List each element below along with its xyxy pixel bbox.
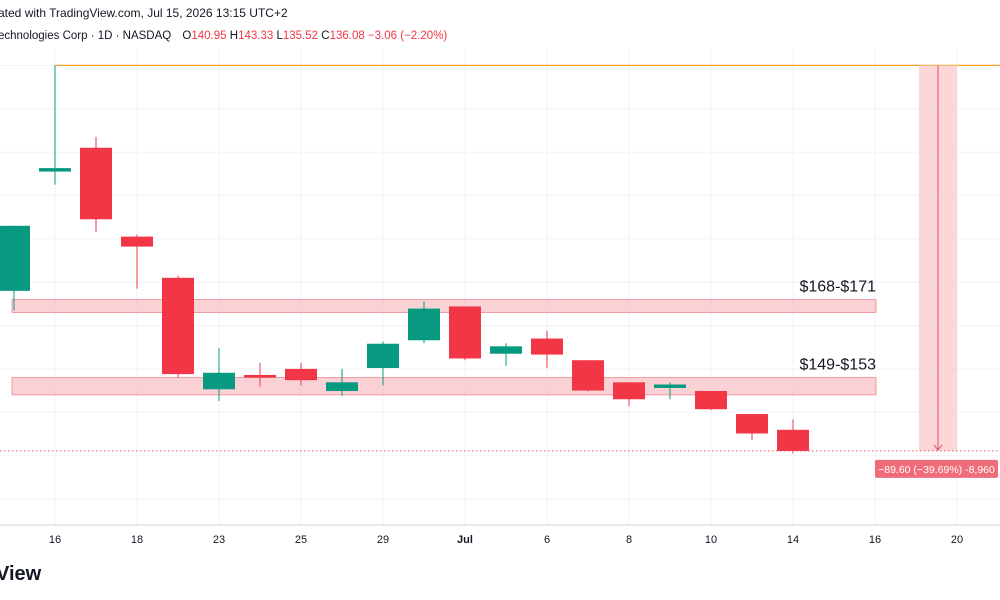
measure-label-text: −89.60 (−39.69%) ‑8,960	[878, 464, 995, 476]
x-tick-label: 29	[377, 534, 389, 546]
candle-body	[367, 343, 399, 369]
x-tick-label: 16	[49, 534, 61, 546]
low-label: L	[276, 30, 283, 42]
candles	[0, 65, 809, 454]
candle	[162, 275, 194, 378]
candle-body	[531, 338, 563, 355]
candle	[121, 234, 153, 289]
candle	[80, 136, 112, 233]
candle	[285, 362, 317, 386]
zone-label-1: $168-$171	[799, 279, 876, 296]
candle-body	[244, 374, 276, 378]
candle-body	[490, 346, 522, 354]
candle	[39, 65, 71, 185]
change-value: −3.06 (−2.20%)	[367, 30, 448, 42]
candle-body	[80, 147, 112, 220]
open-label: O	[182, 30, 192, 42]
candle	[613, 382, 645, 407]
x-tick-label: 25	[295, 534, 307, 546]
candle	[654, 382, 686, 400]
high-value: 143.33	[238, 30, 274, 42]
candle	[244, 362, 276, 387]
low-value: 135.52	[282, 30, 319, 42]
candle	[367, 341, 399, 386]
support-zone-1	[11, 299, 877, 313]
x-axis: 16 18 23 25 29 Jul 6 8 10 14 16 20	[49, 534, 963, 546]
candle	[326, 368, 358, 396]
candle	[695, 391, 727, 411]
tradingview-logo: View	[0, 563, 42, 585]
candle-body	[408, 308, 440, 341]
candle-body	[654, 384, 686, 388]
chart-attribution: ated with TradingView.com, Jul 15, 2026 …	[0, 6, 288, 20]
measure-tool[interactable]: −89.60 (−39.69%) ‑8,960	[0, 64, 1000, 478]
candle-body	[326, 382, 358, 392]
candle-body	[449, 306, 481, 359]
support-zones: $168-$171 $149-$153	[11, 279, 877, 396]
x-tick-label: 23	[213, 534, 225, 546]
candle-body	[777, 429, 809, 451]
x-tick-label: 8	[626, 534, 632, 546]
candle-body	[203, 372, 235, 390]
x-tick-label: 6	[544, 534, 550, 546]
candle	[490, 343, 522, 366]
symbol-name: echnologies Corp · 1D · NASDAQ	[0, 30, 172, 42]
open-value: 140.95	[191, 30, 227, 42]
x-tick-label: Jul	[457, 534, 473, 546]
zone-label-2: $149-$153	[799, 357, 876, 374]
support-zone-2	[11, 377, 877, 396]
symbol-ohlc-legend: echnologies Corp · 1D · NASDAQ O140.95 H…	[0, 30, 447, 42]
candle-body	[39, 168, 71, 172]
x-tick-label: 10	[705, 534, 717, 546]
candle	[0, 225, 30, 311]
candle	[572, 360, 604, 392]
candle-body	[736, 413, 768, 434]
candle-body	[162, 277, 194, 375]
close-label: C	[321, 30, 330, 42]
candle-body	[572, 360, 604, 391]
candle-body	[285, 368, 317, 381]
candle	[736, 413, 768, 441]
measure-arrow-head	[933, 444, 943, 451]
x-tick-label: 14	[787, 534, 799, 546]
high-label: H	[229, 30, 239, 42]
candle-body	[0, 225, 30, 291]
candle	[777, 419, 809, 454]
candle-body	[121, 236, 153, 247]
candle	[408, 301, 440, 344]
close-value: 136.08	[329, 30, 365, 42]
x-tick-label: 18	[131, 534, 143, 546]
candle-body	[695, 391, 727, 410]
x-tick-label: 20	[951, 534, 963, 546]
candle-body	[613, 382, 645, 400]
measure-label-box	[875, 459, 998, 478]
candle	[203, 348, 235, 401]
published-text: ated with TradingView.com, Jul 15, 2026 …	[0, 6, 288, 20]
candle	[531, 330, 563, 369]
candle	[449, 306, 481, 361]
x-tick-label: 16	[869, 534, 881, 546]
